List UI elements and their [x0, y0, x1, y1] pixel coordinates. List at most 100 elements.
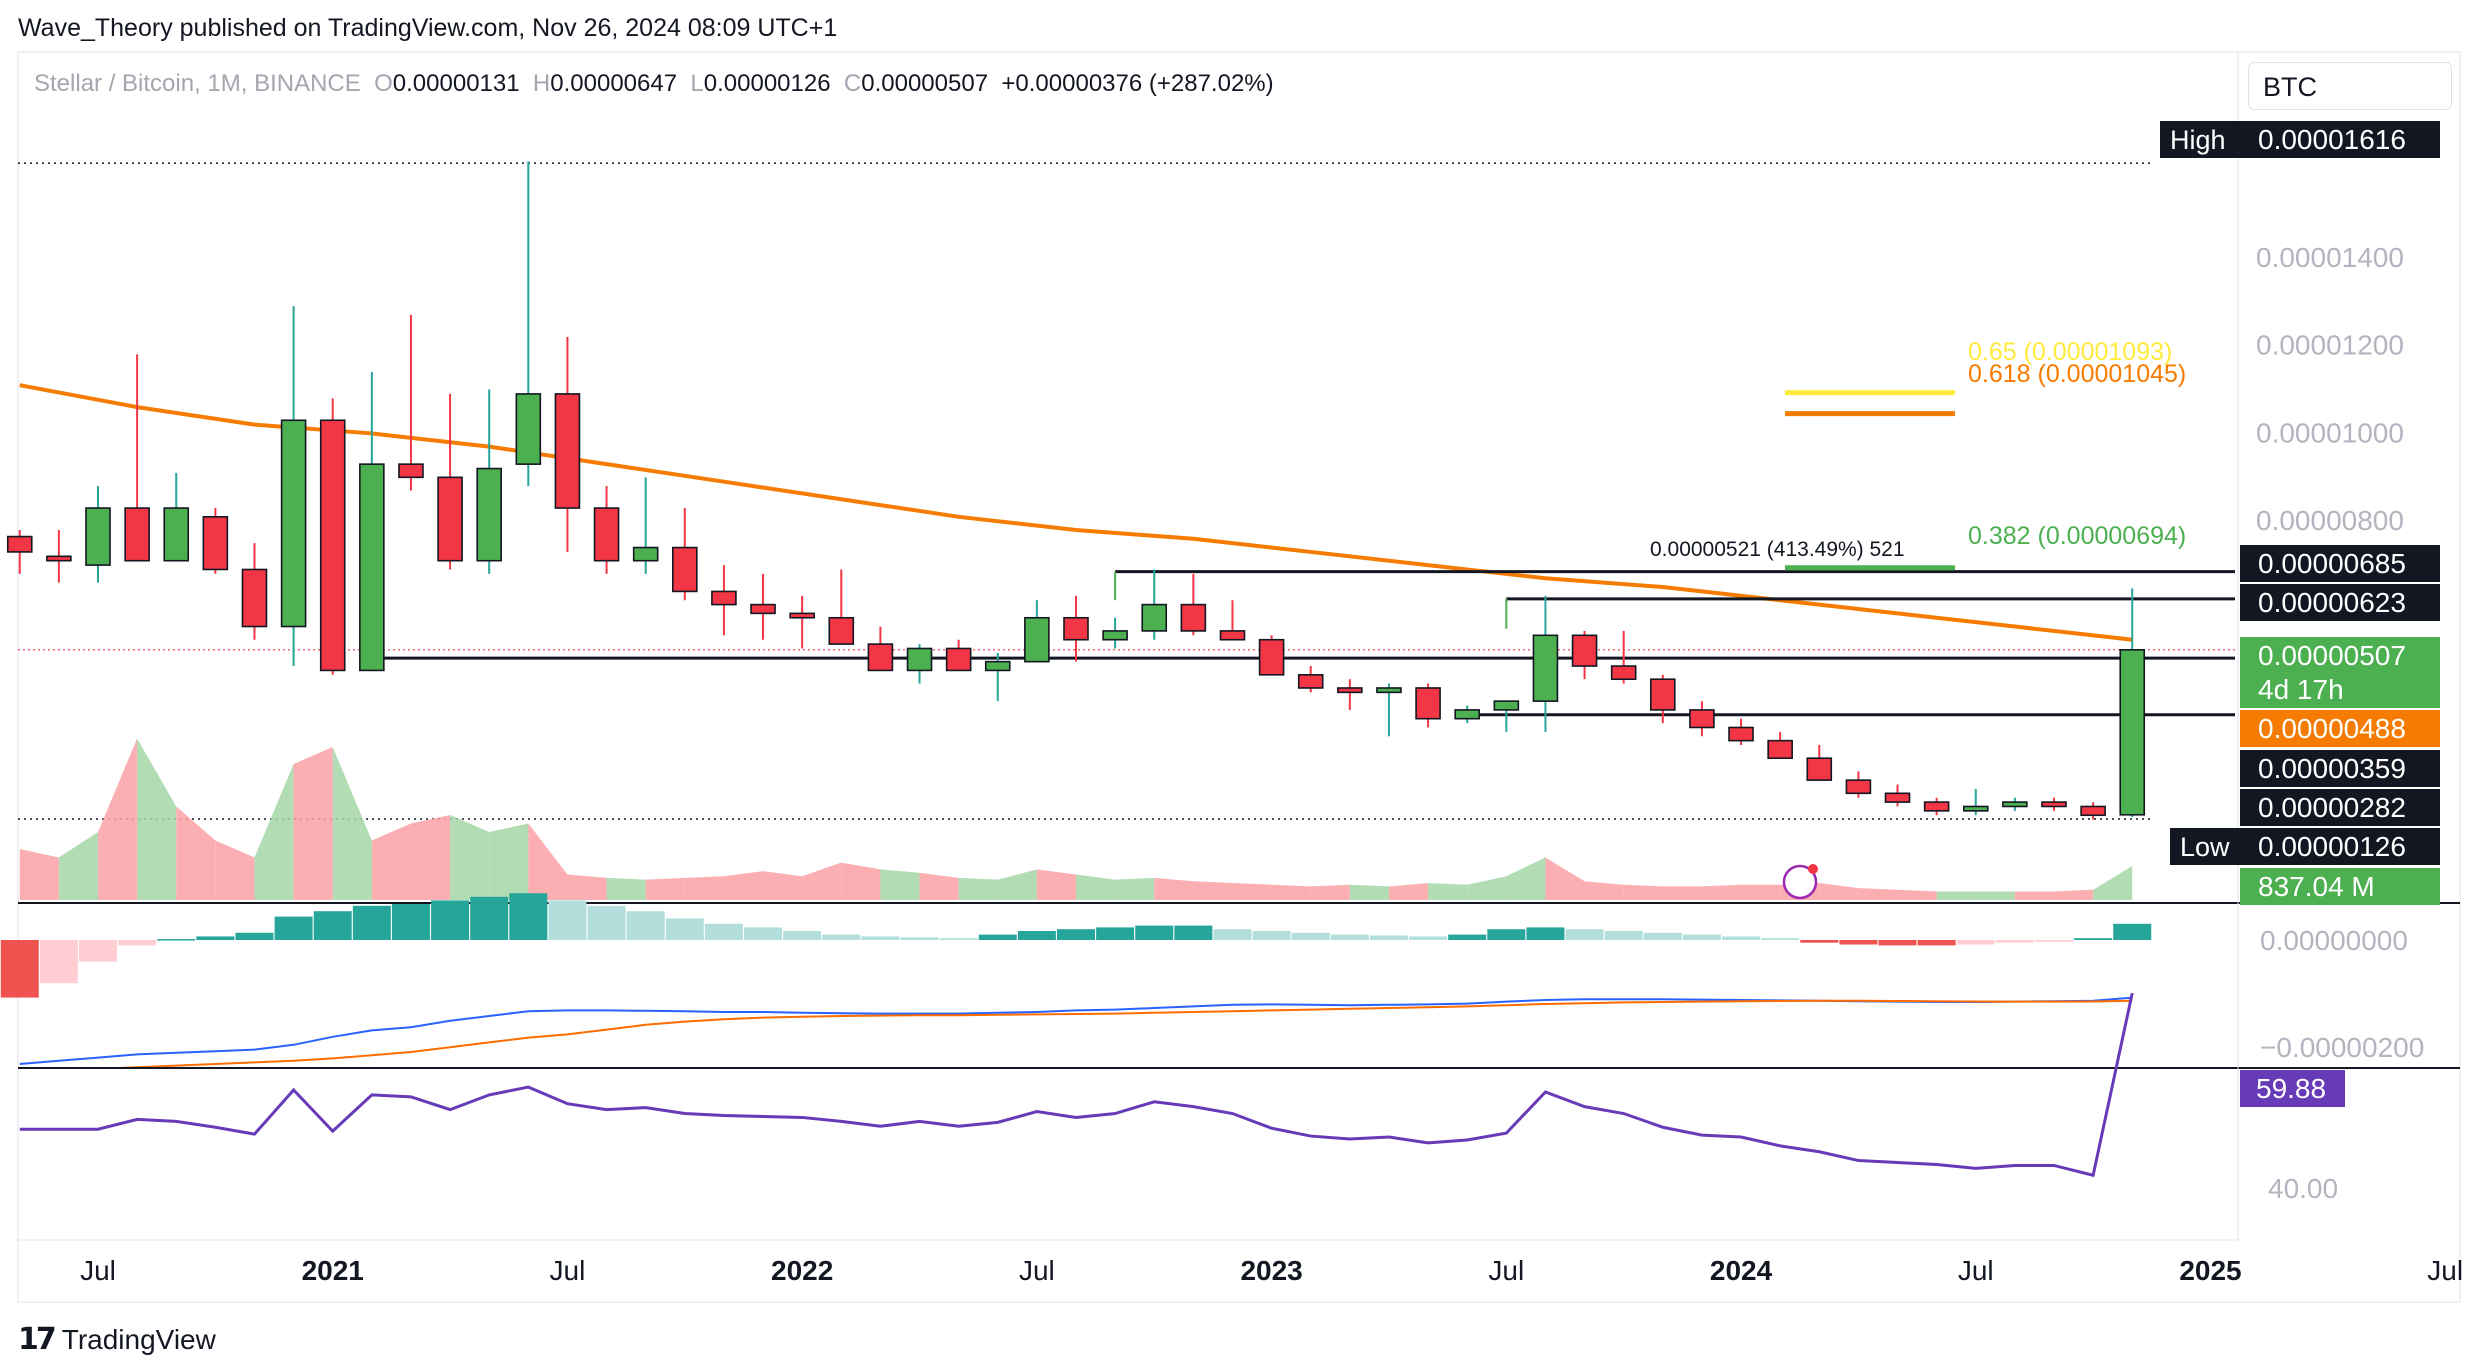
time-tick-label: Jul — [1488, 1255, 1524, 1286]
candle-body — [1180, 603, 1207, 632]
macd-histogram-bar — [1330, 934, 1369, 940]
volume-area-segment — [841, 862, 881, 900]
volume-area-segment — [98, 738, 138, 900]
candle-body — [1258, 638, 1285, 676]
symbol-name[interactable]: Stellar / Bitcoin, 1M, BINANCE — [34, 70, 361, 97]
volume-area-segment — [1076, 874, 1116, 900]
volume-area-segment — [2054, 889, 2094, 900]
macd-histogram-bar — [548, 900, 587, 940]
time-tick-label: 2022 — [771, 1255, 833, 1286]
candle-body — [1650, 678, 1676, 711]
notification-dot — [1808, 864, 1818, 874]
candle-body — [1923, 801, 1950, 812]
volume-area-segment — [410, 815, 451, 900]
volume-area-segment — [763, 871, 803, 900]
price-label-text: 0.00000623 — [2258, 587, 2406, 618]
candle-body — [319, 419, 346, 672]
volume-area-segment — [1936, 891, 1976, 900]
candle-body — [984, 660, 1011, 672]
macd-histogram-bar — [196, 936, 235, 940]
macd-histogram-bar — [274, 916, 313, 940]
candle-body — [1141, 603, 1168, 632]
price-label-bg — [2240, 750, 2440, 787]
price-label-bg — [2240, 121, 2440, 158]
rsi-line — [19, 992, 2134, 1178]
volume-area-segment — [1662, 886, 1702, 900]
price-label-text: 0.00000685 — [2258, 548, 2406, 579]
macd-histogram-bar — [1213, 929, 1252, 940]
candle-body — [1415, 687, 1441, 720]
macd-histogram-bar — [1878, 940, 1917, 946]
open-label: O — [374, 70, 393, 97]
chart-frame — [17, 51, 2461, 1303]
price-label-bg — [2240, 789, 2440, 826]
candle-body — [437, 476, 463, 562]
volume-area-segment — [1467, 876, 1507, 900]
candle-body — [750, 603, 776, 615]
price-label-text: 0.00000359 — [2258, 753, 2406, 784]
volume-area-segment — [1819, 883, 1859, 900]
time-tick-label: Jul — [2427, 1255, 2463, 1286]
candle-body — [280, 419, 307, 628]
volume-area-segment — [567, 874, 607, 900]
candle-body — [2119, 648, 2146, 816]
volume-area-segment — [450, 815, 490, 900]
macd-histogram-bar — [1252, 931, 1291, 940]
currency-selector[interactable]: BTC — [2248, 62, 2452, 110]
volume-area-segment — [723, 871, 764, 900]
tradingview-logo[interactable]: 𝟭𝟳 TradingView — [18, 1322, 216, 1357]
candle-body — [1102, 630, 1128, 641]
macd-histogram-bar — [822, 934, 861, 940]
macd-histogram-bar — [1291, 932, 1330, 940]
candle-body — [359, 463, 385, 672]
macd-histogram-bar — [1917, 940, 1956, 946]
price-label-text: 0.00001616 — [2258, 124, 2406, 155]
macd-histogram-bar — [1409, 936, 1448, 940]
volume-area-segment — [254, 764, 294, 900]
volume-area-segment — [645, 877, 685, 900]
macd-histogram-bar — [744, 927, 783, 940]
tradingview-logo-icon: 𝟭𝟳 — [18, 1323, 57, 1356]
price-label-bg — [2240, 828, 2440, 865]
macd-histogram-bar — [978, 934, 1017, 940]
price-label-text: 0.00000488 — [2258, 713, 2406, 744]
volume-area-segment — [802, 862, 842, 900]
macd-histogram-bar — [1057, 929, 1095, 940]
candle-body — [202, 516, 229, 571]
rsi-value-label: 59.88 — [2256, 1073, 2326, 1104]
macd-histogram-bar — [1017, 931, 1056, 940]
volume-area-segment — [489, 823, 529, 900]
volume-area-segment — [1115, 877, 1155, 900]
time-tick-label: 2021 — [302, 1255, 364, 1286]
volume-area-segment — [371, 823, 411, 900]
macd-histogram-bar — [939, 938, 978, 940]
macd-histogram-bar — [352, 905, 391, 940]
lightning-icon — [1782, 864, 1818, 900]
macd-histogram-bar — [783, 931, 822, 940]
volume-area-segment — [1193, 881, 1233, 900]
candle-body — [1376, 687, 1402, 694]
volume-area-segment — [1154, 877, 1194, 900]
macd-lines — [19, 996, 2133, 1067]
candle-body — [671, 546, 698, 593]
low-value: 0.00000126 — [703, 70, 831, 97]
volume-area-segment — [1271, 884, 1311, 900]
close-label: C — [843, 70, 862, 97]
macd-histogram-bar — [2074, 938, 2113, 940]
volume-area-segment — [606, 877, 646, 900]
fib-level-label: 0.618 (0.00001045) — [1968, 360, 2186, 388]
macd-histogram-bar — [157, 939, 196, 941]
candle-body — [1806, 757, 1833, 781]
macd-histogram-bar — [1604, 931, 1643, 940]
price-label-text: 0.00000126 — [2258, 831, 2406, 862]
volume-area-segment — [958, 877, 998, 900]
candle-body — [711, 590, 737, 606]
candle-body — [1689, 709, 1715, 729]
candle-body — [1297, 674, 1324, 689]
macd-histogram-bar — [1135, 925, 1174, 940]
macd-histogram-bar — [431, 900, 470, 940]
symbol-legend: Stellar / Bitcoin, 1M, BINANCE O 0.000001… — [34, 70, 1274, 98]
macd-histogram-bar — [1643, 932, 1682, 940]
brand-name: TradingView — [61, 1323, 216, 1355]
